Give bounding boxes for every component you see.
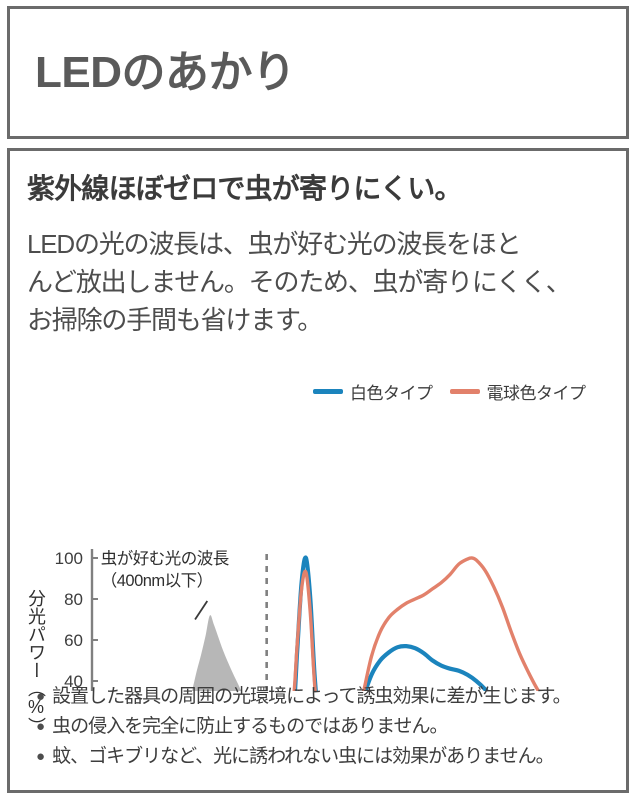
legend-label-white-type: 白色タイプ — [350, 384, 433, 403]
chart-legend: 白色タイプ 電球色タイプ — [313, 379, 586, 404]
series-line-white-type — [292, 555, 490, 691]
section-subtitle: 紫外線ほぼゼロで虫が寄りにくい。 — [27, 173, 462, 204]
note-text: 虫の侵入を完全に防止するものではありません。 — [52, 716, 448, 737]
notes-list: ● 設置した器具の周囲の光環境によって誘虫効果に差が生じます。 ● 虫の侵入を完… — [36, 684, 616, 774]
series-line-bulb-type — [292, 556, 541, 691]
note-text: 設置した器具の周囲の光環境によって誘虫効果に差が生じます。 — [52, 686, 572, 707]
insect-band-label-line: 虫が好む光の波長 — [101, 549, 230, 568]
content-panel: 紫外線ほぼゼロで虫が寄りにくい。 LEDの光の波長は、虫が好む光の波長をほと ん… — [7, 148, 629, 793]
legend-swatch-bulb-type — [449, 389, 480, 394]
note-text: 蚊、ゴキブリなど、光に誘われない虫には効果がありません。 — [52, 746, 555, 767]
y-tick-label: 100 — [55, 549, 83, 568]
insect-sensitivity-area — [191, 615, 242, 691]
bullet-icon: ● — [36, 718, 46, 735]
annotation-leader-line — [194, 600, 209, 620]
y-tick-label: 60 — [64, 631, 83, 650]
legend-item-white-type: 白色タイプ — [313, 379, 433, 404]
note-item: ● 虫の侵入を完全に防止するものではありません。 — [36, 714, 616, 739]
body-line: LEDの光の波長は、虫が好む光の波長をほと — [27, 229, 522, 259]
title-panel: LEDのあかり — [7, 6, 629, 139]
legend-item-bulb-type: 電球色タイプ — [449, 379, 587, 404]
y-tick-label: 80 — [64, 590, 83, 609]
body-paragraph: LEDの光の波長は、虫が好む光の波長をほと んど放出しません。そのため、虫が寄り… — [27, 225, 615, 339]
body-line: んど放出しません。そのため、虫が寄りにくく、 — [27, 267, 572, 297]
page-title: LEDのあかり — [35, 48, 296, 97]
note-item: ● 蚊、ゴキブリなど、光に誘われない虫には効果がありません。 — [36, 744, 616, 769]
body-line: お掃除の手間も省けます。 — [27, 305, 323, 335]
y-axis-title: 分光パワー（%） — [26, 589, 46, 735]
chart-canvas: 2040608010020025030035040045050055060065… — [55, 549, 541, 691]
insect-band-label-line: （400nm以下） — [101, 571, 213, 590]
bullet-icon: ● — [36, 748, 46, 765]
bullet-icon: ● — [36, 688, 46, 705]
legend-swatch-white-type — [313, 389, 343, 394]
note-item: ● 設置した器具の周囲の光環境によって誘虫効果に差が生じます。 — [36, 684, 616, 709]
legend-label-bulb-type: 電球色タイプ — [486, 384, 587, 403]
y-tick-label: 40 — [64, 672, 83, 691]
spectral-power-chart: 分光パワー（%） 2040608010020025030035040045050… — [10, 391, 632, 735]
